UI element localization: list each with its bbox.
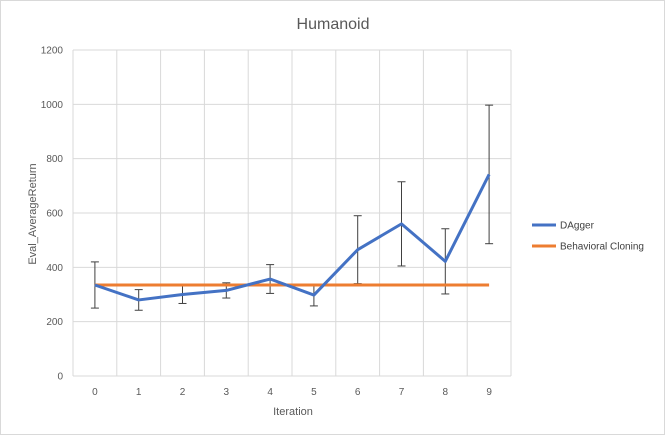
x-tick-label: 4: [267, 387, 273, 398]
plot-series: [90, 104, 494, 311]
legend-item: DAgger: [532, 221, 595, 232]
y-tick-label: 1200: [41, 46, 64, 57]
y-tick-label: 600: [46, 209, 63, 220]
series-line-dagger: [94, 173, 491, 302]
x-tick-label: 1: [136, 387, 142, 398]
gridlines: [72, 49, 512, 377]
y-tick-label: 0: [57, 372, 63, 383]
x-tick-label: 2: [180, 387, 186, 398]
x-tick-label: 3: [224, 387, 230, 398]
y-tick-label: 200: [46, 317, 63, 328]
chart-title: Humanoid: [297, 16, 370, 33]
y-axis-ticks: 0 200 400 600 800 1000 1200: [41, 46, 64, 383]
y-axis-label: Eval_AverageReturn: [27, 163, 39, 264]
x-tick-label: 8: [443, 387, 449, 398]
x-tick-label: 0: [92, 387, 98, 398]
x-axis-ticks: 0 1 2 3 4 5 6 7 8 9: [92, 387, 492, 398]
legend-label: Behavioral Cloning: [560, 242, 644, 253]
x-tick-label: 9: [486, 387, 492, 398]
y-tick-label: 800: [46, 154, 63, 165]
y-tick-label: 1000: [41, 100, 64, 111]
x-tick-label: 6: [355, 387, 361, 398]
legend-label: DAgger: [560, 221, 595, 232]
x-axis-label: Iteration: [273, 406, 313, 418]
x-tick-label: 5: [311, 387, 317, 398]
legend: DAgger Behavioral Cloning: [532, 221, 644, 253]
legend-item: Behavioral Cloning: [532, 242, 644, 253]
y-tick-label: 400: [46, 263, 63, 274]
x-tick-label: 7: [399, 387, 405, 398]
